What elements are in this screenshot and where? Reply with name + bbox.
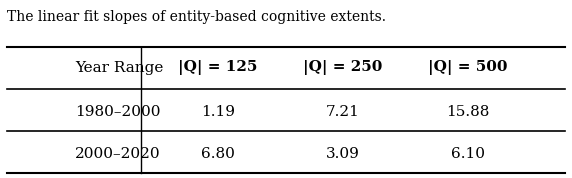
Text: |Q| = 125: |Q| = 125 bbox=[178, 61, 257, 75]
Text: 6.10: 6.10 bbox=[451, 147, 485, 161]
Text: Year Range: Year Range bbox=[76, 61, 164, 75]
Text: The linear fit slopes of entity-based cognitive extents.: The linear fit slopes of entity-based co… bbox=[7, 10, 386, 24]
Text: |Q| = 250: |Q| = 250 bbox=[303, 61, 383, 75]
Text: 15.88: 15.88 bbox=[447, 105, 490, 119]
Text: 6.80: 6.80 bbox=[201, 147, 235, 161]
Text: 2000–2020: 2000–2020 bbox=[76, 147, 161, 161]
Text: |Q| = 500: |Q| = 500 bbox=[428, 61, 508, 75]
Text: 3.09: 3.09 bbox=[326, 147, 360, 161]
Text: 1.19: 1.19 bbox=[201, 105, 235, 119]
Text: 7.21: 7.21 bbox=[326, 105, 360, 119]
Text: 1980–2000: 1980–2000 bbox=[76, 105, 161, 119]
